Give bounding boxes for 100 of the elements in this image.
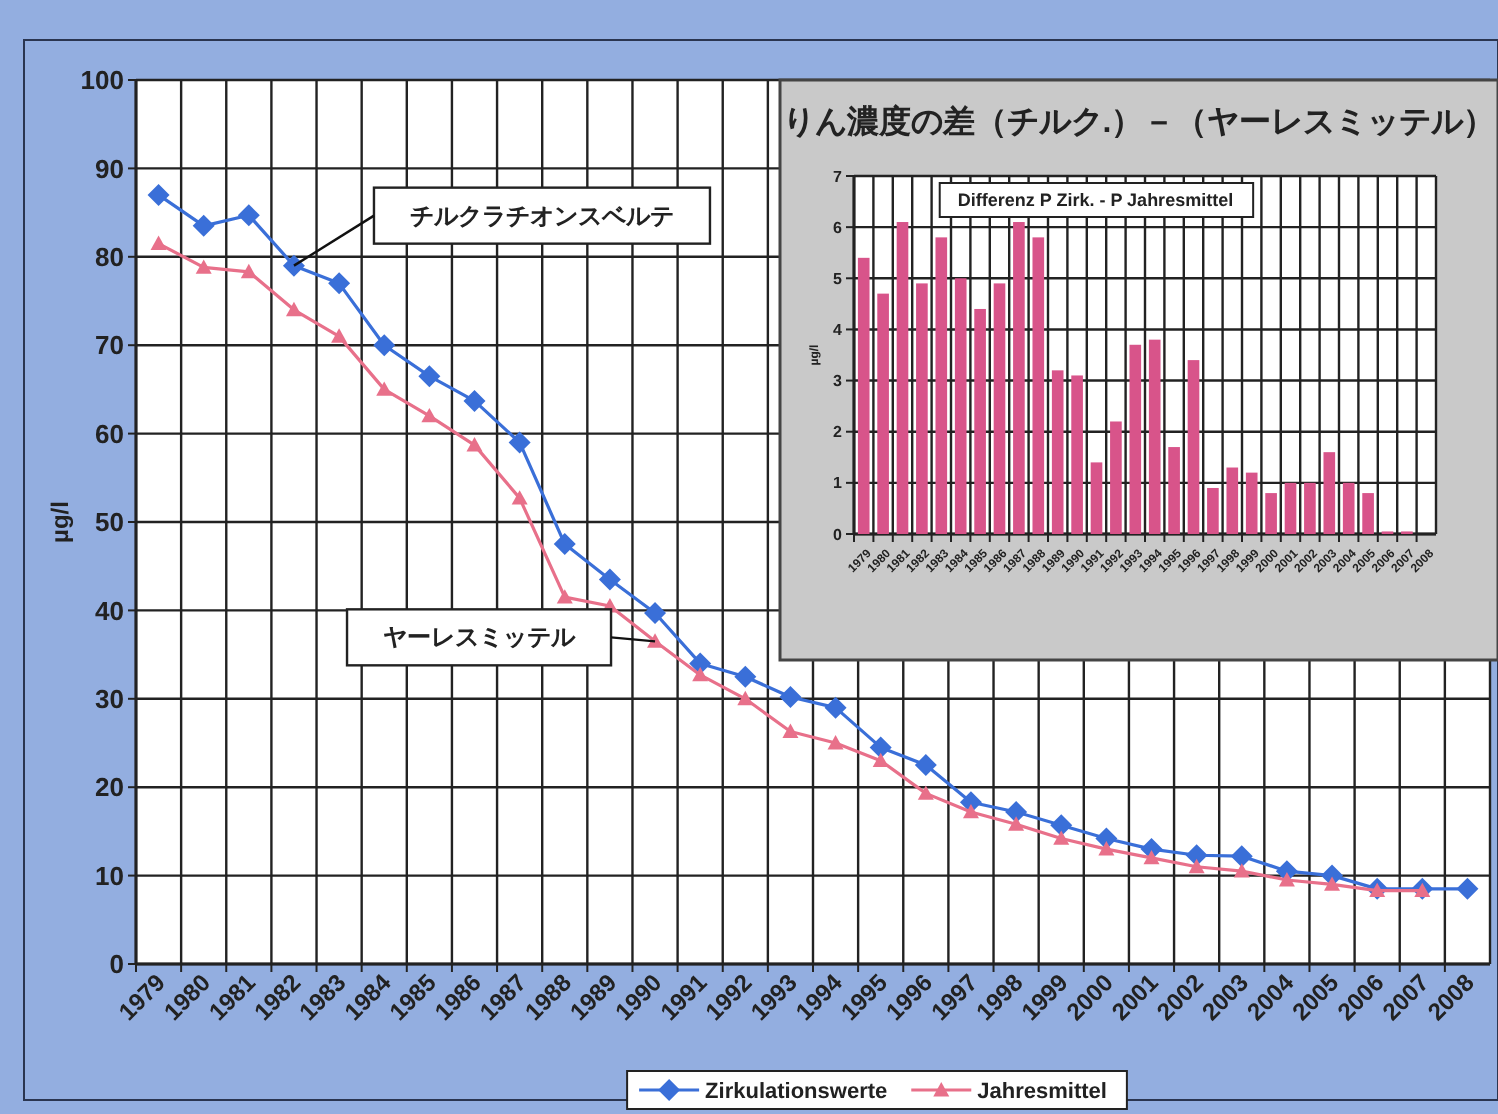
point [872, 752, 889, 768]
y-tick-label: 0 [833, 525, 844, 544]
point [1098, 841, 1115, 856]
point [598, 568, 621, 591]
y-tick-label: 7 [833, 167, 844, 186]
bar [1090, 462, 1103, 534]
point [418, 365, 441, 388]
y-tick-label: 80 [95, 241, 124, 272]
point [237, 204, 260, 227]
bar [954, 278, 967, 534]
point [689, 652, 712, 675]
point [240, 263, 257, 279]
point [1230, 845, 1253, 868]
bar [1013, 222, 1025, 534]
bar [916, 283, 928, 534]
point [1185, 844, 1208, 867]
bar [1304, 482, 1316, 534]
bar [1051, 370, 1064, 534]
point [508, 431, 531, 454]
point [1414, 882, 1431, 898]
point [737, 690, 754, 706]
bar [1226, 467, 1239, 534]
point [195, 259, 212, 274]
annotation: チルクラチオンスベルテ [409, 201, 674, 230]
point [647, 633, 664, 648]
point [150, 235, 167, 250]
y-tick-label: 20 [95, 772, 124, 803]
y-tick-label: 50 [95, 507, 124, 538]
point [376, 381, 393, 396]
y-tick-label: 100 [80, 65, 124, 96]
bar [1032, 237, 1045, 534]
chart-title: りん濃度の差（チルク.）－（ヤーレスミッテル） [782, 102, 1496, 140]
bar [1265, 493, 1277, 534]
bar [1110, 421, 1122, 534]
point [1050, 814, 1073, 837]
bar [1071, 375, 1083, 534]
point [147, 183, 170, 206]
y-tick-label: 3 [833, 372, 844, 391]
point [869, 736, 892, 759]
point [1005, 800, 1028, 823]
point [466, 437, 483, 452]
point [328, 272, 351, 295]
bar [1284, 482, 1297, 534]
bar [1129, 344, 1142, 534]
bar [896, 222, 909, 534]
bar [1342, 482, 1355, 534]
point [827, 735, 844, 750]
y-axis-title: µg/l [46, 501, 74, 543]
legend-label: Jahresmittel [977, 1079, 1107, 1104]
point [1143, 849, 1160, 865]
point [511, 490, 528, 505]
y-tick-label: 70 [95, 330, 124, 361]
bar [1187, 360, 1200, 534]
bar [1207, 487, 1219, 534]
y-tick-label: 60 [95, 418, 124, 449]
y-tick-label: 40 [95, 595, 124, 626]
bar [974, 308, 986, 534]
point [285, 301, 302, 317]
y-tick-label: 5 [833, 269, 844, 288]
point [692, 666, 709, 682]
point [1324, 876, 1341, 891]
point [553, 533, 576, 556]
y-tick-label: 6 [833, 218, 844, 237]
point [824, 696, 847, 719]
y-tick-label: 4 [833, 321, 844, 340]
bar [935, 237, 948, 534]
point [1369, 882, 1386, 898]
point [1456, 877, 1479, 900]
point [779, 686, 802, 709]
y-tick-label: 1 [833, 474, 844, 493]
bar [1323, 452, 1336, 534]
point [782, 723, 799, 738]
point [1278, 872, 1295, 887]
legend-label: Zirkulationswerte [705, 1079, 888, 1104]
point [1053, 830, 1070, 845]
point [421, 407, 438, 423]
point [1008, 816, 1025, 831]
point [734, 665, 757, 688]
point [914, 754, 937, 777]
point [1233, 863, 1250, 878]
y-tick-label: 30 [95, 683, 124, 714]
bar [1168, 447, 1180, 534]
bar [993, 283, 1006, 534]
bar [877, 293, 889, 534]
point [556, 589, 573, 604]
y-tick-label: 10 [95, 860, 124, 891]
series-label: Differenz P Zirk. - P Jahresmittel [957, 190, 1234, 211]
bar [1362, 493, 1374, 534]
point [962, 803, 979, 819]
point [282, 254, 305, 277]
point [917, 785, 934, 800]
y-tick-label: 0 [109, 949, 124, 980]
point [192, 214, 215, 237]
y-tick-label: 90 [95, 153, 124, 184]
bar [1148, 339, 1161, 534]
annotation: ヤーレスミッテル [383, 623, 578, 652]
point [331, 328, 348, 343]
bar [857, 257, 870, 534]
point [644, 602, 667, 625]
point [373, 334, 396, 357]
